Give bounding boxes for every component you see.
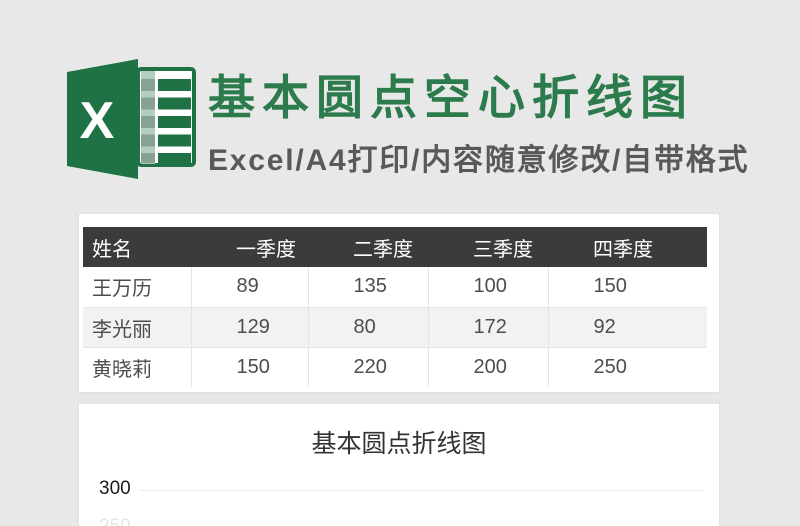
svg-text:X: X — [80, 92, 115, 150]
